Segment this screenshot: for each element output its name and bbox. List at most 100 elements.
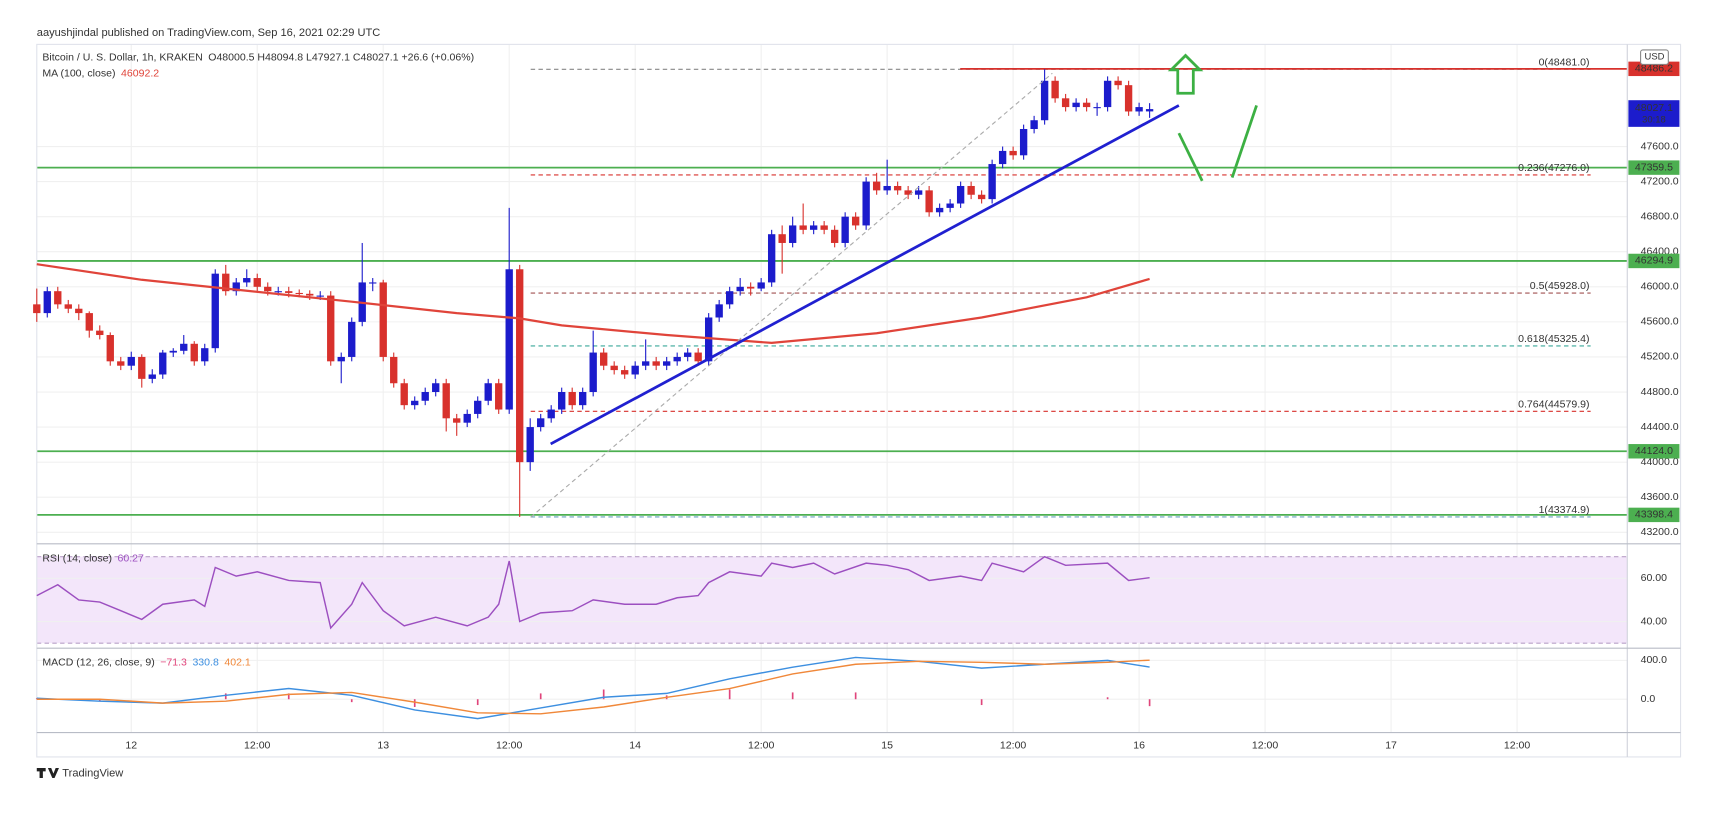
candle-body [830, 229, 839, 243]
y-tick-label: 43600.0 [1641, 491, 1679, 503]
candle-body [411, 400, 419, 406]
fib-label: 0.5(45928.0) [1530, 280, 1590, 292]
candle-body [673, 356, 681, 362]
candle-body [914, 190, 923, 195]
x-tick-label: 14 [629, 740, 641, 752]
trend-line [550, 104, 1180, 446]
candle-body [610, 365, 618, 371]
y-tick-label: 47200.0 [1641, 175, 1679, 187]
legend-rsi: RSI (14, close) 60.27 [42, 552, 144, 564]
frame [36, 43, 1682, 758]
candle-body [1072, 102, 1080, 108]
candle-body [715, 304, 723, 318]
candle-body [1082, 102, 1091, 108]
fib-label: 0.236(47276.0) [1518, 162, 1589, 174]
y-tick-label: 44400.0 [1641, 421, 1679, 433]
fib-label: 1(43374.9) [1539, 504, 1590, 516]
currency-box [1640, 49, 1669, 65]
candle-body [1030, 120, 1038, 129]
candle-body [295, 292, 303, 295]
candle-body [736, 286, 744, 292]
candle-body [778, 234, 786, 243]
candle-body [474, 400, 482, 414]
candle-body [505, 269, 513, 410]
candle-body [893, 185, 902, 191]
candle-body [600, 352, 608, 366]
ma-line [36, 263, 1150, 345]
x-tick-label: 12 [125, 740, 137, 752]
rsi-line [36, 555, 1150, 630]
y-tick-label: 46000.0 [1641, 281, 1679, 293]
arrow-up [1167, 53, 1204, 95]
x-tick-label: 12:00 [1504, 740, 1530, 752]
y-tick-label: 44000.0 [1641, 456, 1679, 468]
level-label: 46294.9 [1635, 255, 1673, 267]
candle-body [463, 413, 471, 423]
ohlc: O48000.5 H48094.8 L47927.1 C48027.1 +26.… [208, 51, 474, 63]
x-tick-label: 17 [1385, 740, 1397, 752]
x-tick-label: 12:00 [748, 740, 774, 752]
candle-body [232, 282, 240, 292]
candle-body [96, 330, 104, 336]
candle-body [264, 286, 272, 292]
rsi-tick-label: 40.00 [1641, 615, 1667, 627]
candle-body [537, 418, 545, 428]
candle-body [306, 293, 314, 296]
candle-body [180, 343, 188, 351]
rsi-tick-label: 60.00 [1641, 572, 1667, 584]
candle-body [1145, 109, 1154, 112]
candle-body [253, 278, 261, 287]
candle-body [327, 295, 335, 362]
candle-body [190, 343, 198, 362]
candle-body [725, 291, 734, 305]
candle-body [484, 383, 492, 401]
macd-name: MACD (12, 26, close, 9) [42, 656, 154, 668]
candle-body [369, 282, 377, 284]
candle-body [390, 356, 398, 384]
candle-body [432, 383, 440, 393]
y-tick-label: 47600.0 [1641, 140, 1679, 152]
candle-body [337, 356, 345, 362]
candle-body [54, 291, 62, 305]
last-price-label: 48027.1 [1635, 102, 1673, 114]
candle-body [820, 225, 828, 230]
x-tick-label: 12:00 [1252, 740, 1278, 752]
candle-body [568, 392, 576, 406]
y-tick-label: 46800.0 [1641, 210, 1679, 222]
candle-body [211, 273, 219, 349]
fib-trend [530, 72, 1053, 518]
candle-body [1135, 107, 1143, 112]
candle-body [788, 225, 797, 243]
countdown: 30:18 [1642, 114, 1666, 125]
level-box [1628, 444, 1680, 459]
candle-body [379, 282, 387, 357]
candle-body [33, 304, 41, 314]
macd-tick-label: 400.0 [1641, 654, 1667, 666]
y-tick-label: 45200.0 [1641, 351, 1679, 363]
candle-body [809, 225, 818, 230]
candle-body [579, 392, 587, 406]
candle-body [222, 273, 230, 292]
y-tick-label: 44800.0 [1641, 386, 1679, 398]
candle-body [1093, 107, 1101, 109]
candle-body [148, 374, 156, 379]
candle-body [400, 383, 408, 406]
last-price-box [1628, 100, 1680, 127]
candle-body [348, 321, 356, 357]
candle-body [558, 392, 566, 410]
candle-body [75, 308, 83, 314]
candle-body [285, 291, 293, 293]
candle-body [421, 392, 429, 401]
candle-body [904, 190, 912, 195]
rsi-value: 60.27 [118, 552, 144, 564]
candle-body [117, 361, 125, 366]
legend-symbol: Bitcoin / U. S. Dollar, 1h, KRAKEN O48000… [42, 51, 474, 63]
candle-body [1103, 80, 1112, 108]
candle-body [767, 234, 776, 283]
candle-body [956, 185, 965, 204]
labels: 12 12:00 13 12:00 14 12:00 15 12:00 16 12:00 17 12:… [125, 56, 1680, 752]
x-tick-label: 12:00 [1000, 740, 1026, 752]
level-box [1628, 253, 1680, 269]
level-label: 44124.0 [1635, 445, 1673, 457]
